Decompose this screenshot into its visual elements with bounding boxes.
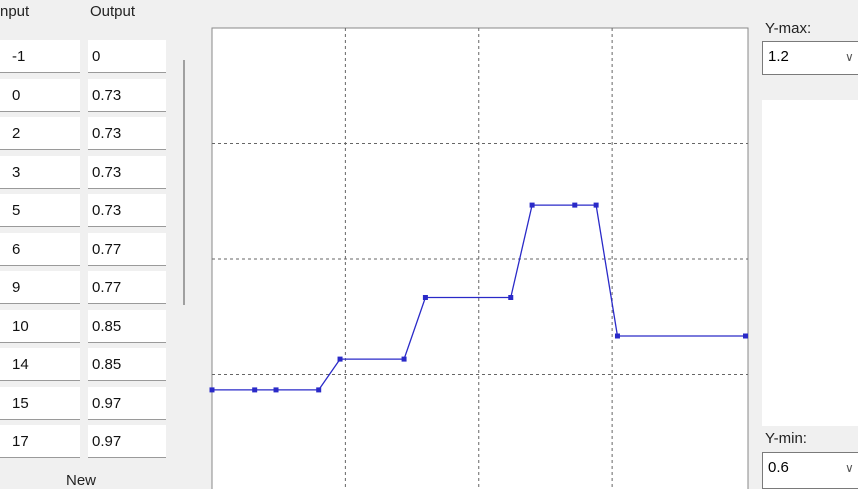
chevron: ∨ bbox=[845, 50, 854, 64]
y-min-dropdown[interactable]: 0.6 ∨ bbox=[762, 452, 858, 489]
output-cell[interactable]: 0.97 bbox=[88, 386, 166, 420]
point bbox=[209, 387, 215, 393]
point bbox=[422, 295, 428, 300]
y-max-value: 1.2 bbox=[768, 48, 789, 65]
input-cell[interactable]: 0 bbox=[0, 78, 80, 112]
point bbox=[252, 387, 258, 393]
y-max-label: Y-max: bbox=[765, 20, 812, 37]
point bbox=[593, 202, 599, 208]
point bbox=[529, 202, 535, 208]
input-cell[interactable]: 9 bbox=[0, 271, 80, 304]
point bbox=[614, 333, 620, 339]
point bbox=[508, 295, 514, 300]
point bbox=[316, 387, 322, 393]
output-cell[interactable]: 0.73 bbox=[88, 155, 166, 189]
input-cell[interactable]: 10 bbox=[0, 309, 80, 343]
input-cell[interactable]: 3 bbox=[0, 155, 80, 189]
y-min-label: Y-min: bbox=[765, 430, 807, 447]
point bbox=[401, 356, 407, 362]
column-header: Output bbox=[90, 3, 136, 20]
output-cell[interactable]: 0.73 bbox=[88, 117, 166, 150]
column-header: nput bbox=[0, 3, 30, 20]
y-max-dropdown[interactable]: 1.2 ∨ bbox=[762, 41, 858, 75]
output-cell[interactable]: 0.73 bbox=[88, 78, 166, 112]
input-cell[interactable]: -1 bbox=[0, 40, 80, 73]
scrollbar[interactable] bbox=[183, 60, 185, 305]
input-cell[interactable]: 6 bbox=[0, 232, 80, 266]
output-cell[interactable]: 0.97 bbox=[88, 425, 166, 458]
output-cell[interactable]: 0 bbox=[88, 40, 166, 73]
input-cell[interactable]: 5 bbox=[0, 194, 80, 227]
data-table: nput Output -1 0 0 0.73 2 0.73 3 0.73 5 0.73 6 0.77 9 0… bbox=[0, 0, 170, 489]
output-cell[interactable]: 0.85 bbox=[88, 309, 166, 343]
chevron: ∨ bbox=[845, 461, 854, 475]
output-cell[interactable]: 0.85 bbox=[88, 348, 166, 381]
y-min-value: 0.6 bbox=[768, 459, 789, 476]
output-cell[interactable]: 0.77 bbox=[88, 232, 166, 266]
input-cell[interactable]: 14 bbox=[0, 348, 80, 381]
new-button[interactable]: New bbox=[66, 472, 97, 489]
point bbox=[743, 333, 748, 339]
input-cell[interactable]: 15 bbox=[0, 386, 80, 420]
point bbox=[273, 387, 279, 393]
input-cell[interactable]: 2 bbox=[0, 117, 80, 150]
output-cell[interactable]: 0.73 bbox=[88, 194, 166, 227]
point bbox=[337, 356, 343, 362]
output-cell[interactable]: 0.77 bbox=[88, 271, 166, 304]
input-cell[interactable]: 17 bbox=[0, 425, 80, 458]
side-panel bbox=[762, 100, 858, 426]
point bbox=[572, 202, 578, 208]
